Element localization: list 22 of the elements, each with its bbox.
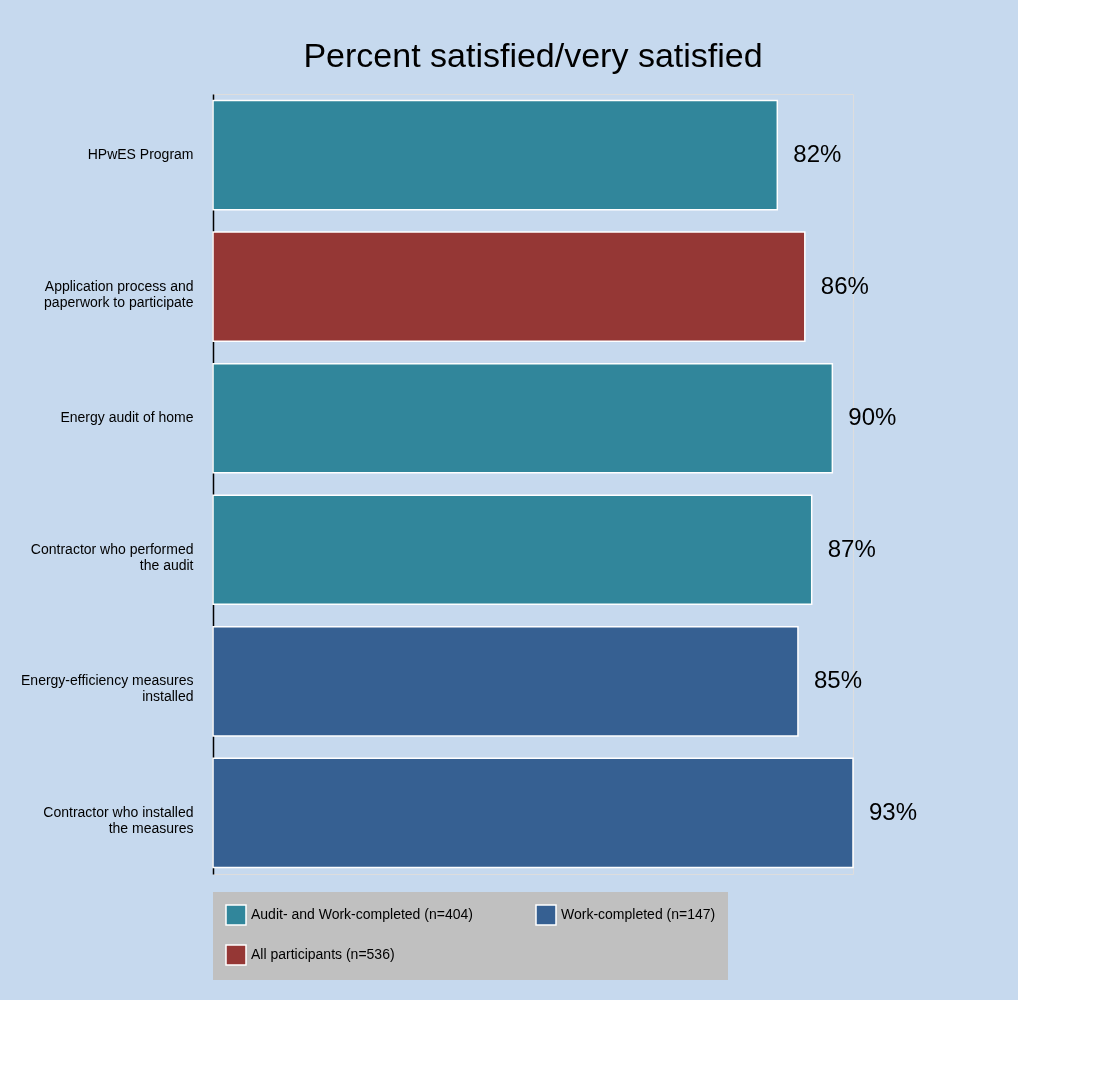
data-label: 93% xyxy=(869,797,918,825)
y-tick-label: Contractor who installed the measures xyxy=(43,803,194,836)
data-label: 85% xyxy=(813,666,862,694)
bar xyxy=(212,99,779,211)
data-label: 90% xyxy=(848,403,897,431)
chart-title: Percent satisfied/very satisfied xyxy=(303,36,763,74)
bar xyxy=(212,625,799,737)
bar xyxy=(212,362,834,474)
y-tick-label: Energy-efficiency measures installed xyxy=(21,672,194,705)
y-tick-label: Contractor who performed the audit xyxy=(30,540,194,573)
bar xyxy=(212,231,806,343)
y-tick-label: Application process and paperwork to participate xyxy=(44,277,194,310)
y-tick-label: HPwES Program xyxy=(87,146,194,163)
data-label: 82% xyxy=(793,140,842,168)
bar xyxy=(212,494,813,606)
data-label: 86% xyxy=(820,271,869,299)
legend-label: Audit- and Work-completed (n=404) xyxy=(251,906,473,922)
data-label: 87% xyxy=(827,534,876,562)
bar xyxy=(212,757,854,869)
legend-label: Work-completed (n=147) xyxy=(561,906,716,922)
legend-label: All participants (n=536) xyxy=(251,946,395,962)
y-tick-label: Energy audit of home xyxy=(60,409,194,426)
